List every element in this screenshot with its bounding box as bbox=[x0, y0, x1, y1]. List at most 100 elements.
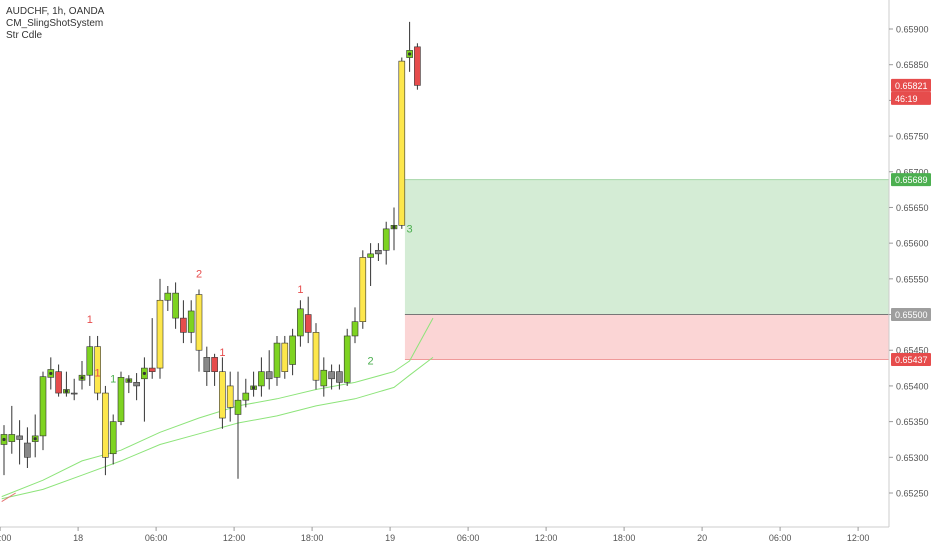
price-tick-label: 0.65300 bbox=[896, 453, 929, 463]
candle-body bbox=[16, 435, 23, 440]
price-tag-text: 0.65500 bbox=[895, 310, 928, 320]
time-tick-label: 06:00 bbox=[457, 533, 480, 543]
candle-body bbox=[351, 321, 359, 337]
candle bbox=[141, 357, 148, 422]
time-tick-label: 18:00 bbox=[0, 533, 11, 543]
time-tick-label: 12:00 bbox=[535, 533, 558, 543]
candle bbox=[0, 425, 8, 476]
candle bbox=[367, 243, 374, 286]
time-tick-label: 19 bbox=[385, 533, 395, 543]
indicator-slingshot[interactable]: CM_SlingShotSystem bbox=[6, 18, 104, 29]
price-tag-text: 0.65437 bbox=[895, 355, 928, 365]
candle-body bbox=[117, 377, 125, 422]
candle bbox=[172, 282, 179, 329]
time-tick-label: 18:00 bbox=[613, 533, 636, 543]
candle bbox=[195, 289, 203, 372]
candle-body bbox=[359, 257, 367, 322]
candle bbox=[86, 335, 94, 386]
candle bbox=[8, 405, 16, 454]
price-labels: 0.65821 0.65689 0.65500 0.65437 46:19 bbox=[891, 78, 931, 367]
candle bbox=[234, 371, 242, 479]
candle bbox=[31, 414, 39, 458]
candle bbox=[39, 371, 47, 451]
candle bbox=[24, 427, 31, 469]
candle-body bbox=[172, 292, 179, 319]
indicator-str-cdle[interactable]: Str Cdle bbox=[6, 30, 43, 41]
candle bbox=[55, 364, 62, 397]
candle-body bbox=[367, 253, 374, 258]
candle-dot bbox=[392, 225, 396, 229]
countdown-tag-text: 46:19 bbox=[895, 94, 918, 104]
time-tick-label: 06:00 bbox=[145, 533, 168, 543]
signal-label: 1 bbox=[219, 347, 225, 359]
candlestick-series bbox=[0, 21, 421, 479]
signal-label: 1 bbox=[297, 284, 303, 296]
candle bbox=[226, 371, 234, 422]
signal-label: 1 bbox=[95, 368, 101, 380]
candle bbox=[164, 285, 172, 311]
signal-label: 2 bbox=[368, 356, 374, 368]
candle-body bbox=[258, 371, 265, 387]
ema-lines bbox=[1, 317, 434, 503]
candle bbox=[47, 357, 55, 390]
time-tick-label: 18 bbox=[73, 533, 83, 543]
candle-body bbox=[86, 346, 94, 376]
ema-bearish-segment bbox=[1, 492, 16, 503]
price-tick-label: 0.65750 bbox=[896, 132, 929, 142]
candle-body bbox=[195, 294, 203, 351]
price-tag-bg bbox=[891, 308, 931, 322]
price-tick-label: 0.65900 bbox=[896, 25, 929, 35]
candle bbox=[398, 57, 406, 229]
candle-body bbox=[336, 371, 343, 383]
candle bbox=[328, 364, 335, 390]
candle-body bbox=[382, 228, 390, 251]
candle bbox=[133, 373, 140, 401]
price-tag-text: 0.65821 bbox=[895, 81, 928, 91]
candle-body bbox=[8, 434, 16, 442]
candle-body bbox=[320, 369, 328, 387]
candle bbox=[242, 378, 250, 408]
candle-body bbox=[148, 367, 156, 372]
ema-fast-line bbox=[1, 317, 434, 498]
candle-body bbox=[55, 371, 62, 394]
candle bbox=[63, 371, 70, 397]
price-tag-bg bbox=[891, 353, 931, 367]
position-zones bbox=[404, 179, 889, 361]
candle bbox=[78, 360, 86, 390]
candle bbox=[117, 371, 125, 426]
price-tick-label: 0.65350 bbox=[896, 417, 929, 427]
candle-body bbox=[211, 357, 218, 372]
candle-body bbox=[109, 421, 117, 455]
candle bbox=[258, 357, 265, 397]
candle-body bbox=[94, 346, 101, 394]
candle bbox=[297, 300, 304, 347]
candle-dot bbox=[80, 376, 84, 380]
candle-body bbox=[289, 335, 296, 365]
countdown-tag-bg bbox=[891, 91, 931, 105]
time-tick-label: 20 bbox=[697, 533, 707, 543]
candle-body bbox=[343, 335, 351, 383]
candle-dot bbox=[33, 437, 37, 441]
price-tick-label: 0.65650 bbox=[896, 203, 929, 213]
candle-dot bbox=[252, 386, 256, 390]
candle-body bbox=[187, 310, 195, 333]
candle-dot bbox=[2, 437, 6, 442]
candle-body bbox=[39, 376, 47, 437]
candle-body bbox=[414, 46, 421, 86]
candle bbox=[336, 364, 343, 390]
signal-label: 1 bbox=[87, 314, 93, 326]
candle-body bbox=[265, 371, 273, 380]
candle-body bbox=[304, 314, 312, 333]
candle-body bbox=[234, 399, 242, 415]
signal-label: 1 bbox=[110, 373, 116, 385]
price-tag: 0.65689 bbox=[891, 173, 931, 187]
candle-body bbox=[297, 308, 304, 337]
price-tag-bg bbox=[891, 78, 931, 92]
candle-body bbox=[328, 371, 335, 380]
candle bbox=[359, 250, 367, 329]
countdown-tag: 46:19 bbox=[891, 91, 931, 105]
signal-label: 3 bbox=[407, 223, 413, 235]
time-axis: 18:00 18 06:00 12:00 18:00 19 06:00 12:00 18:00 2… bbox=[0, 526, 889, 543]
candle-body bbox=[70, 392, 78, 395]
